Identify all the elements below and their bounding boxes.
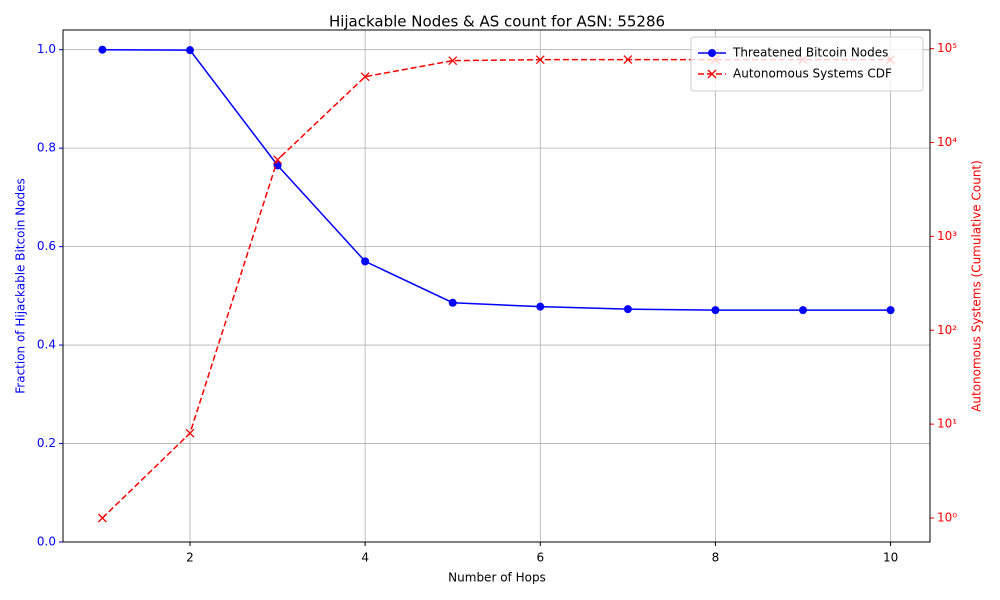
y-tick-label: 0.4 bbox=[37, 338, 56, 352]
legend-label: Threatened Bitcoin Nodes bbox=[732, 46, 888, 60]
x-tick-label: 10 bbox=[883, 551, 898, 565]
marker bbox=[273, 155, 283, 165]
marker bbox=[361, 257, 370, 266]
x-tick-label: 4 bbox=[361, 551, 369, 565]
x-axis-label: Number of Hops bbox=[448, 571, 546, 585]
plot-frame bbox=[62, 29, 931, 543]
legend-marker bbox=[708, 49, 716, 57]
y2-tick-label: 10⁴ bbox=[937, 135, 957, 149]
y-tick-label: 0.6 bbox=[37, 239, 56, 253]
y-axis-label: Fraction of Hijackable Bitcoin Nodes bbox=[14, 178, 28, 394]
y-tick-label: 0.2 bbox=[37, 436, 56, 450]
marker bbox=[799, 306, 808, 315]
y-tick-label: 0.0 bbox=[37, 535, 56, 549]
x-tick-label: 6 bbox=[536, 551, 544, 565]
y2-tick-label: 10³ bbox=[937, 229, 957, 243]
y2-axis-label: Autonomous Systems (Cumulative Count) bbox=[970, 160, 984, 412]
legend-marker bbox=[707, 69, 717, 79]
marker bbox=[97, 513, 107, 523]
marker bbox=[886, 306, 895, 315]
legend-box bbox=[690, 36, 924, 92]
y-tick-label: 1.0 bbox=[37, 42, 56, 56]
marker bbox=[448, 56, 458, 66]
x-tick-label: 8 bbox=[712, 551, 720, 565]
marker bbox=[185, 46, 194, 55]
marker bbox=[711, 306, 720, 315]
legend: Threatened Bitcoin Nodes Autonomous Syste… bbox=[690, 36, 924, 92]
marker bbox=[623, 55, 633, 65]
y-tick-label: 0.8 bbox=[37, 141, 56, 155]
chart-title: Hijackable Nodes & AS count for ASN: 552… bbox=[329, 13, 665, 31]
x-tick-label: 2 bbox=[186, 551, 194, 565]
marker bbox=[360, 72, 370, 82]
y2-tick-label: 10² bbox=[937, 323, 957, 337]
marker bbox=[623, 305, 632, 314]
y2-tick-label: 10⁰ bbox=[937, 510, 957, 524]
series-line bbox=[102, 48, 891, 311]
y2-tick-label: 10¹ bbox=[937, 417, 957, 431]
marker bbox=[98, 45, 107, 54]
legend-label: Autonomous Systems CDF bbox=[733, 67, 892, 81]
marker bbox=[535, 55, 545, 65]
marker bbox=[185, 428, 195, 438]
marker bbox=[448, 298, 457, 307]
y2-tick-label: 10⁵ bbox=[937, 41, 957, 55]
marker bbox=[536, 302, 545, 311]
series-line bbox=[101, 58, 891, 519]
